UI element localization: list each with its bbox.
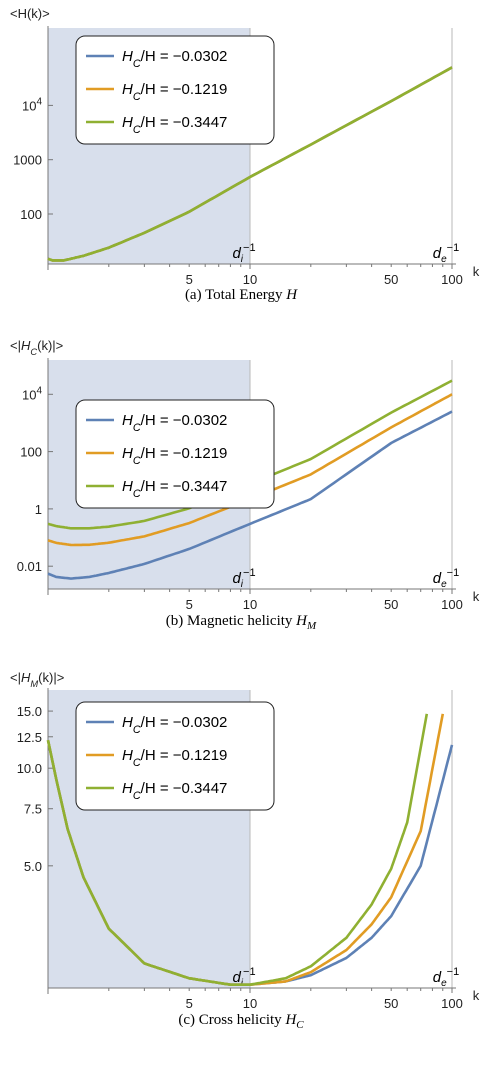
legend-entry: HC/H = −0.3447 [122,780,227,802]
chart-panel-b: di−1 de−1 5 10 50 100 k 0.01 1 100 104 <|HC(k)|> HC/… [10,338,480,632]
marker-label: de−1 [433,567,459,590]
marker-label: de−1 [433,242,459,265]
y-axis-label: <|HM(k)|> [10,670,64,689]
x-tick-label: 50 [384,272,398,287]
y-tick-label: 104 [22,385,42,402]
marker-label: de−1 [433,966,459,989]
legend: HC/H = −0.0302 HC/H = −0.1219 HC/H = −0.34… [75,399,275,509]
y-tick-label: 5.0 [24,859,42,874]
caption-text: (b) Magnetic helicity HM [166,613,317,632]
x-tick-label: 100 [441,597,463,612]
marker-label: di−1 [232,242,255,265]
legend-box [75,35,275,145]
caption: (b) Magnetic helicity HM [166,613,317,632]
y-axis-label: <|HC(k)|> [10,338,63,357]
legend-entry: HC/H = −0.3447 [122,114,227,136]
y-tick-label: 10.0 [17,761,42,776]
legend-entry: HC/H = −0.0302 [122,412,227,434]
caption: (a) Total Energy H [185,287,298,303]
x-tick-label: 5 [186,996,193,1011]
series-line-3 [47,66,453,262]
y-tick-label: 15.0 [17,704,42,719]
chart-panel-a: di−1 de−1 5 10 50 100 k 100 1000 104 <H(k)> HC/H = … [10,6,480,303]
x-tick-label: 50 [384,597,398,612]
y-tick-label: 12.5 [17,730,42,745]
legend-entry: HC/H = −0.1219 [122,81,227,103]
x-tick-label: 100 [441,272,463,287]
series-line-3 [46,713,429,986]
legend-box [75,701,275,811]
caption-text: (c) Cross helicity HC [178,1012,304,1031]
chart-panel-c: di−1 de−15 10 50 100k5.07.510.012.515.0<|HM(… [10,670,480,1031]
legend-entry: HC/H = −0.3447 [122,478,227,500]
y-tick-label: 0.01 [17,559,42,574]
y-axis-label: <H(k)> [10,6,50,21]
y-tick-label: 7.5 [24,802,42,817]
legend: HC/H = −0.0302 HC/H = −0.1219 HC/H = −0.34… [75,35,275,145]
x-axis-label: k [473,264,480,279]
legend-box [75,399,275,509]
x-tick-label: 100 [441,996,463,1011]
x-tick-label: 10 [243,272,257,287]
y-tick-label: 100 [20,445,42,460]
legend-entry: HC/H = −0.1219 [122,445,227,467]
y-tick-label: 1 [35,502,42,517]
caption-text: (a) Total Energy H [185,287,298,303]
series-line-2 [47,393,453,547]
legend: HC/H = −0.0302 HC/H = −0.1219 HC/H = −0.34… [75,701,275,811]
y-tick-label: 100 [20,207,42,222]
x-tick-label: 5 [186,272,193,287]
legend-entry: HC/H = −0.0302 [122,714,227,736]
caption: (c) Cross helicity HC [178,1012,304,1031]
y-tick-label: 1000 [13,153,42,168]
x-tick-label: 10 [243,996,257,1011]
x-tick-label: 5 [186,597,193,612]
x-axis-label: k [473,988,480,1003]
legend-entry: HC/H = −0.0302 [122,48,227,70]
y-tick-label: 104 [22,96,42,113]
x-axis-label: k [473,589,480,604]
x-tick-label: 10 [243,597,257,612]
series-line-3 [47,379,453,530]
marker-label: di−1 [232,567,255,590]
series-line-1 [47,410,453,580]
legend-entry: HC/H = −0.1219 [122,747,227,769]
x-tick-label: 50 [384,996,398,1011]
